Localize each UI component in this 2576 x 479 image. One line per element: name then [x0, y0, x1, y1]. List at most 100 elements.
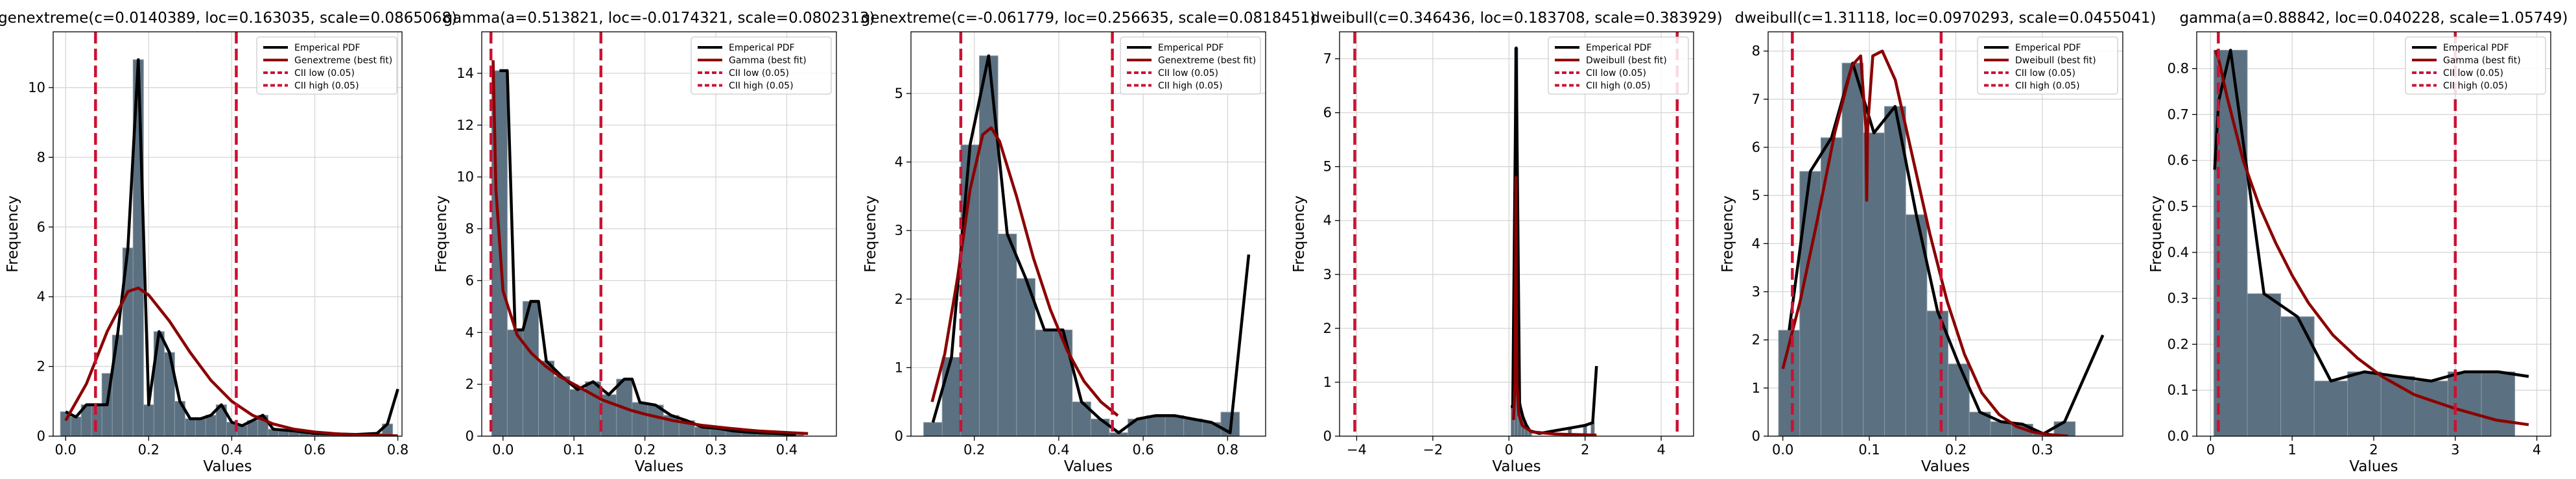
- histogram-bar: [143, 404, 154, 436]
- y-tick-label: 0: [1752, 428, 1760, 444]
- y-tick-label: 0: [466, 428, 474, 444]
- y-tick-label: 0.5: [2168, 199, 2189, 214]
- histogram-bar: [1128, 419, 1147, 436]
- x-tick-label: 0.8: [1217, 442, 1238, 458]
- y-axis-label: Frequency: [2148, 195, 2165, 273]
- x-tick-label: 0.2: [634, 442, 656, 458]
- x-tick-label: 0.4: [776, 442, 798, 458]
- histogram-bar: [2347, 371, 2381, 436]
- legend-entry: CII low (0.05): [2015, 68, 2075, 79]
- x-tick-label: 2: [1581, 442, 1589, 458]
- plot-area: [2213, 32, 2529, 436]
- x-axis-label: Values: [1492, 458, 1541, 475]
- y-tick-label: 4: [466, 325, 474, 340]
- y-tick-label: 5: [1323, 159, 1332, 175]
- empirical-pdf-line: [2213, 49, 2529, 383]
- axes-frame: [1339, 31, 1694, 437]
- y-tick-label: 0.8: [2168, 61, 2189, 77]
- legend-entry: CII low (0.05): [1586, 68, 1646, 79]
- y-tick-label: 2: [37, 359, 45, 375]
- legend-entry: Genextreme (best fit): [1158, 56, 1256, 66]
- histogram-bar: [236, 425, 248, 436]
- legend: Emperical PDF Genextreme (best fit) CII lo…: [256, 36, 397, 95]
- legend-frame: [691, 36, 832, 95]
- x-tick-label: 0.3: [2031, 442, 2053, 458]
- x-tick-label: 4: [2533, 442, 2541, 458]
- plot-area: [1353, 32, 1679, 436]
- histogram-bar: [1016, 278, 1035, 436]
- y-tick-label: 3: [1323, 267, 1332, 282]
- axes-frame: [910, 31, 1266, 437]
- legend: Emperical PDF Genextreme (best fit) CII lo…: [1120, 36, 1261, 95]
- x-axis-label: Values: [1064, 458, 1113, 475]
- y-tick-label: 8: [1752, 43, 1760, 59]
- histogram-bar: [923, 422, 943, 436]
- legend-entry: CII high (0.05): [1586, 81, 1651, 92]
- y-tick-label: 14: [456, 66, 474, 81]
- x-tick-label: 0.1: [1858, 442, 1880, 458]
- y-tick-label: 8: [37, 149, 45, 165]
- legend-entry: Emperical PDF: [729, 43, 795, 53]
- x-tick-label: 0.0: [55, 442, 77, 458]
- x-tick-label: 0: [1505, 442, 1513, 458]
- histogram-bar: [506, 329, 523, 436]
- axes-frame: [481, 31, 837, 437]
- y-tick-label: 1: [1752, 380, 1760, 396]
- legend-entry: Emperical PDF: [2015, 43, 2081, 53]
- histogram-bar: [1841, 62, 1864, 436]
- y-tick-label: 1: [895, 360, 903, 375]
- y-tick-label: 0.6: [2168, 153, 2189, 168]
- y-tick-label: 0.2: [2168, 336, 2189, 352]
- legend-frame: [1548, 36, 1689, 95]
- best-fit-line: [1781, 49, 2069, 436]
- legend-frame: [256, 36, 397, 95]
- histogram-bar: [1884, 106, 1906, 436]
- y-tick-label: 6: [1323, 105, 1332, 121]
- plot-area: [489, 32, 809, 436]
- best-fit-line: [491, 60, 809, 436]
- chart-5: 0.0 0.1 0.2 0.3 0 1 2 3 4 5 6 7 8 dweibull(c=1.31118,…: [1719, 10, 2156, 475]
- y-tick-label: 0.3: [2168, 291, 2189, 306]
- best-fit-line: [930, 126, 1119, 417]
- x-tick-label: 1: [2288, 442, 2297, 458]
- legend: Emperical PDF Dweibull (best fit) CII low …: [1548, 36, 1689, 95]
- histogram-bar: [2280, 316, 2315, 436]
- y-tick-label: 2: [1323, 321, 1332, 336]
- histogram-bar: [205, 415, 217, 436]
- y-axis-label: Frequency: [433, 195, 450, 273]
- chart-title: dweibull(c=0.346436, loc=0.183708, scale…: [1310, 10, 1722, 27]
- legend-entry: CII low (0.05): [294, 68, 355, 79]
- x-tick-label: 0.2: [963, 442, 985, 458]
- x-tick-label: −2: [1423, 442, 1443, 458]
- plot-area: [60, 32, 399, 436]
- legend-entry: Dweibull (best fit): [2015, 56, 2096, 66]
- y-tick-label: 7: [1752, 92, 1760, 107]
- plot-area: [923, 32, 1251, 436]
- chart-title: gamma(a=0.513821, loc=-0.0174321, scale=…: [443, 10, 875, 27]
- axes-frame: [1767, 31, 2123, 437]
- y-tick-label: 4: [37, 289, 45, 304]
- legend-entry: Emperical PDF: [1158, 43, 1224, 53]
- legend-frame: [1977, 36, 2118, 95]
- legend-entry: CII low (0.05): [2443, 68, 2503, 79]
- y-tick-label: 0.0: [2168, 428, 2189, 444]
- x-tick-label: 2: [2369, 442, 2378, 458]
- legend-entry: Emperical PDF: [1586, 43, 1652, 53]
- legend-entry: CII low (0.05): [729, 68, 789, 79]
- x-tick-label: 0.2: [138, 442, 160, 458]
- histogram-bar: [1948, 363, 1970, 436]
- best-fit-line: [64, 286, 398, 436]
- x-tick-label: 0.6: [304, 442, 325, 458]
- histogram-bar: [184, 418, 196, 436]
- histogram-bar: [554, 376, 571, 436]
- histogram-bar: [538, 360, 555, 436]
- y-tick-label: 0.1: [2168, 382, 2189, 398]
- chart-title: genextreme(c=-0.061779, loc=0.256635, sc…: [861, 10, 1316, 27]
- empirical-pdf-line: [499, 69, 796, 436]
- x-tick-label: 0.2: [1945, 442, 1967, 458]
- y-tick-label: 2: [1752, 332, 1760, 348]
- histogram-bar: [585, 381, 602, 436]
- y-tick-label: 0: [1323, 428, 1332, 444]
- y-tick-label: 6: [1752, 140, 1760, 155]
- y-tick-label: 0.4: [2168, 245, 2189, 260]
